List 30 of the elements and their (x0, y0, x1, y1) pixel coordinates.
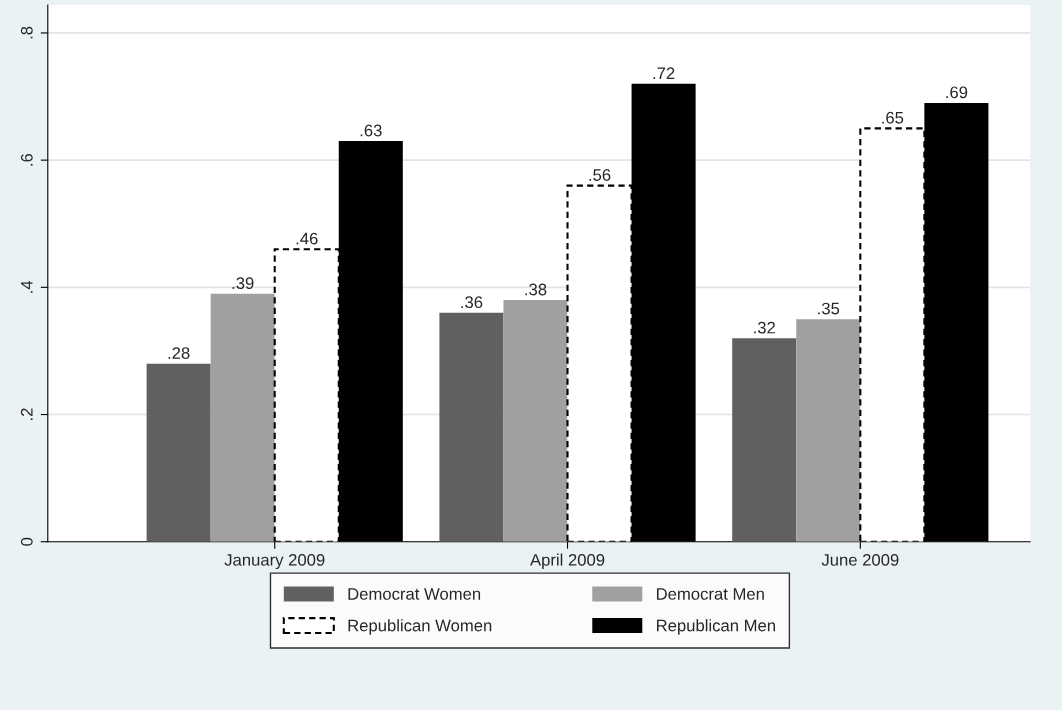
x-tick-label: June 2009 (821, 553, 899, 566)
y-tick-label: 0 (20, 537, 33, 546)
data-label: .63 (360, 124, 382, 137)
y-tick-label: .4 (21, 280, 33, 293)
data-label: .56 (589, 169, 611, 181)
legend-label: Democrat Women (348, 588, 481, 600)
legend-label: Republican Men (656, 619, 775, 635)
data-label: .38 (525, 283, 547, 296)
data-label: .35 (818, 302, 840, 315)
bar (146, 363, 211, 542)
data-label: .32 (754, 321, 775, 334)
data-label: .65 (882, 111, 904, 124)
data-label: .28 (168, 347, 190, 359)
y-tick-label: .8 (20, 26, 33, 39)
x-tick-label: January 2009 (224, 553, 325, 570)
bar (503, 300, 568, 542)
data-label: .36 (461, 296, 483, 309)
data-label: .39 (232, 277, 254, 290)
bar (732, 338, 797, 542)
bar (439, 312, 504, 542)
y-tick-label: .2 (20, 408, 33, 420)
data-label: .69 (946, 86, 968, 99)
legend-label: Democrat Men (656, 588, 764, 600)
y-tick-label: .6 (20, 153, 33, 166)
data-label: .46 (296, 232, 318, 245)
legend-label: Republican Women (348, 619, 492, 635)
data-label: .72 (653, 67, 675, 79)
bar (796, 319, 861, 542)
bar (210, 293, 275, 542)
x-tick-label: April 2009 (530, 553, 605, 570)
